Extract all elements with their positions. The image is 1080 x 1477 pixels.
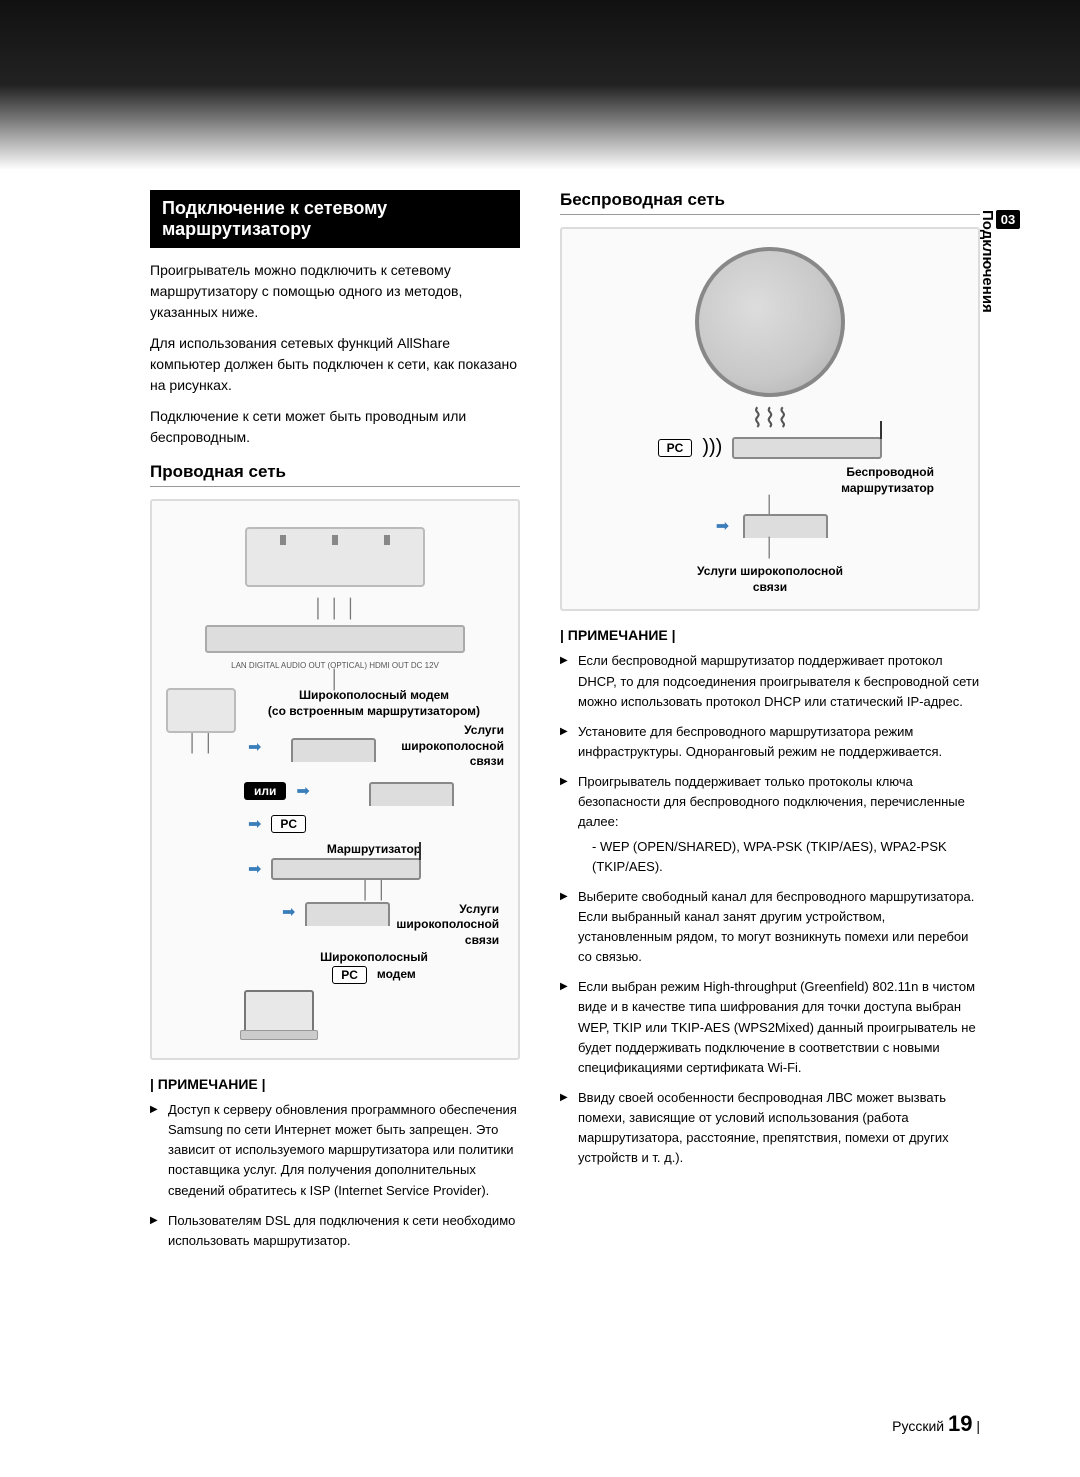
or-badge: или: [244, 782, 286, 800]
protocol-list: - WEP (OPEN/SHARED), WPA-PSK (TKIP/AES),…: [578, 837, 980, 877]
note-header-right: | ПРИМЕЧАНИЕ |: [560, 627, 980, 643]
router-icon: [271, 858, 421, 880]
wsvc-label-2: связи: [576, 580, 964, 596]
wrouter-label-2: маршрутизатор: [576, 481, 934, 497]
modem-icon: [291, 738, 376, 762]
router-label: Маршрутизатор: [244, 842, 504, 858]
note-text: Проигрыватель поддерживает только проток…: [578, 774, 965, 829]
modem-label-1a: Широкополосный модем: [244, 688, 504, 704]
arrow-icon: ➡: [716, 516, 729, 536]
wireless-router-icon: [732, 437, 882, 459]
note-item: Установите для беспроводного маршрутизат…: [560, 722, 980, 762]
intro-para-1: Проигрыватель можно подключить к сетевом…: [150, 260, 520, 323]
left-column: Подключение к сетевому маршрутизатору Пр…: [150, 190, 520, 1261]
page-footer: Русский 19 |: [892, 1411, 980, 1437]
signal-icon: ))): [702, 436, 722, 459]
notes-right: Если беспроводной маршрутизатор поддержи…: [560, 651, 980, 1168]
pc-badge-wireless: PC: [658, 439, 693, 457]
arrow-icon: ➡: [296, 781, 309, 801]
laptop-icon: [244, 990, 314, 1034]
content-columns: Подключение к сетевому маршрутизатору Пр…: [0, 170, 1080, 1261]
player-front: [245, 527, 425, 587]
heading-network-router: Подключение к сетевому маршрутизатору: [150, 190, 520, 248]
modem-label-2b: модем: [377, 967, 416, 983]
note-item: Проигрыватель поддерживает только проток…: [560, 772, 980, 877]
cable-lines: │ │ │: [166, 599, 504, 617]
pc-badge-2: PC: [332, 966, 367, 984]
arrow-icon: ➡: [248, 814, 261, 834]
note-item: Выберите свободный канал для беспроводно…: [560, 887, 980, 968]
footer-page-number: 19: [948, 1411, 972, 1436]
lan-port-icon: [166, 688, 236, 733]
wireless-heading: Беспроводная сеть: [560, 190, 980, 215]
footer-lang: Русский: [892, 1418, 944, 1434]
arrow-icon: ➡: [248, 859, 261, 879]
note-item: Если беспроводной маршрутизатор поддержи…: [560, 651, 980, 711]
wired-diagram: │ │ │ LAN DIGITAL AUDIO OUT (OPTICAL) HD…: [150, 499, 520, 1060]
wrouter-label-1: Беспроводной: [576, 465, 934, 481]
wired-heading: Проводная сеть: [150, 462, 520, 487]
wireless-diagram: ⌇⌇⌇ PC ))) Беспроводной маршрутизатор │ …: [560, 227, 980, 611]
service-label-1: Услуги широкополосной связи: [401, 723, 504, 770]
note-item: Доступ к серверу обновления программного…: [150, 1100, 520, 1201]
section-label: Подключения: [979, 210, 996, 313]
note-item: Пользователям DSL для подключения к сети…: [150, 1211, 520, 1251]
manual-page: 03 Подключения Подключение к сетевому ма…: [0, 0, 1080, 1477]
section-number: 03: [996, 210, 1020, 229]
pc-badge: PC: [271, 815, 306, 833]
arrow-icon: ➡: [282, 902, 295, 922]
player-back-panel: [205, 625, 465, 653]
section-tab: 03 Подключения: [979, 210, 1020, 313]
page-top-gradient: [0, 0, 1080, 170]
note-header-left: | ПРИМЕЧАНИЕ |: [150, 1076, 520, 1092]
notes-left: Доступ к серверу обновления программного…: [150, 1100, 520, 1251]
modem-label-1b: (со встроенным маршрутизатором): [244, 704, 504, 720]
note-item: Если выбран режим High-throughput (Green…: [560, 977, 980, 1078]
tv-screen-icon: [695, 247, 845, 397]
footer-bar: |: [976, 1418, 980, 1434]
modem-icon-2: [369, 782, 454, 806]
wireless-modem-icon: [743, 514, 828, 538]
cable-lines-2: │: [166, 670, 504, 688]
intro-para-2: Для использования сетевых функций AllSha…: [150, 333, 520, 396]
wifi-icon: ⌇⌇⌇: [576, 403, 964, 434]
modem-label-2a: Широкополосный: [320, 950, 428, 964]
intro-para-3: Подключение к сети может быть проводным …: [150, 406, 520, 448]
modem-icon-3: [305, 902, 390, 926]
right-column: Беспроводная сеть ⌇⌇⌇ PC ))) Беспроводно…: [560, 190, 980, 1261]
wsvc-label-1: Услуги широкополосной: [576, 564, 964, 580]
arrow-icon: ➡: [248, 737, 261, 757]
service-label-2: Услуги широкополосной связи: [396, 902, 499, 949]
note-item: Ввиду своей особенности беспроводная ЛВС…: [560, 1088, 980, 1169]
